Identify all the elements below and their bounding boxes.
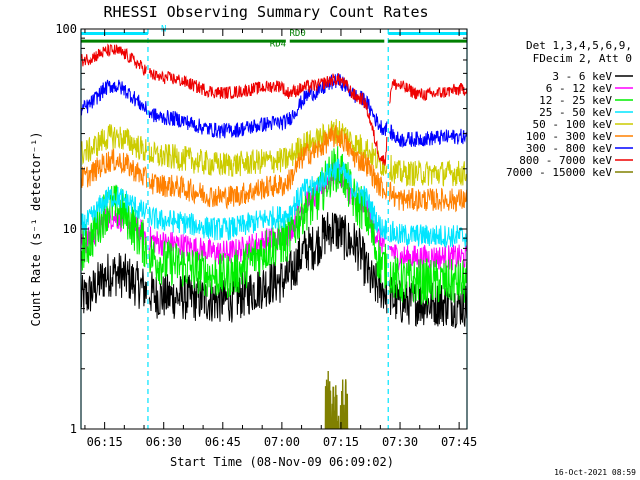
flag-annotation: RD0 <box>289 29 305 39</box>
legend-entry: 3 - 6 keV <box>552 70 612 83</box>
legend: Det 1,3,4,5,6,9,FDecim 2, Att 0 3 - 6 keV… <box>506 39 633 179</box>
x-tick-label: 06:15 <box>87 435 123 449</box>
legend-entry: 50 - 100 keV <box>533 118 613 131</box>
series-layer <box>81 43 467 429</box>
x-tick-label: 07:45 <box>441 435 477 449</box>
generation-timestamp: 16-Oct-2021 08:59 <box>554 468 636 477</box>
legend-entry: 300 - 800 keV <box>526 142 612 155</box>
y-tick-label: 100 <box>55 22 77 36</box>
x-tick-label: 06:30 <box>146 435 182 449</box>
x-axis: 06:15 06:30 06:45 07:00 07:15 07:30 07:45 <box>84 29 477 449</box>
series-line <box>81 43 467 166</box>
flag-bars: NRD4RD0 <box>81 24 467 49</box>
legend-entry: 7000 - 15000 keV <box>506 166 612 179</box>
flag-annotation: RD4 <box>270 39 286 49</box>
x-tick-label: 06:45 <box>205 435 241 449</box>
series-line <box>324 370 349 429</box>
y-axis: 1 10 100 <box>55 22 467 436</box>
legend-entry: 12 - 25 keV <box>539 94 612 107</box>
x-tick-label: 07:00 <box>264 435 300 449</box>
legend-entry: 25 - 50 keV <box>539 106 612 119</box>
legend-entry: 100 - 300 keV <box>526 130 612 143</box>
y-tick-label: 1 <box>70 422 77 436</box>
series-line <box>81 73 467 148</box>
x-tick-label: 07:15 <box>323 435 359 449</box>
series-line <box>81 212 467 329</box>
chart-title: RHESSI Observing Summary Count Rates <box>103 3 428 21</box>
legend-entry: 6 - 12 keV <box>546 82 613 95</box>
y-tick-label: 10 <box>63 222 77 236</box>
x-axis-label: Start Time (08-Nov-09 06:09:02) <box>170 455 394 469</box>
legend-header: Det 1,3,4,5,6,9, <box>526 39 632 52</box>
y-axis-label: Count Rate (s⁻¹ detector⁻¹) <box>29 131 43 326</box>
series-line <box>81 125 467 213</box>
legend-entry: 800 - 7000 keV <box>519 154 612 167</box>
legend-header: FDecim 2, Att 0 <box>533 52 632 65</box>
x-tick-label: 07:30 <box>382 435 418 449</box>
series-line <box>81 158 467 248</box>
